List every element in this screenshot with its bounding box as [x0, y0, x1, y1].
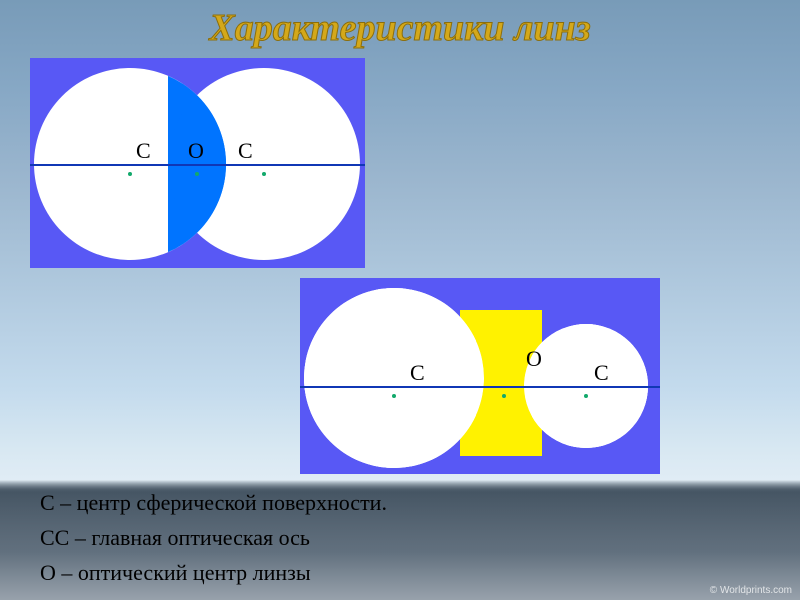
d2-label-o: O: [526, 346, 542, 372]
d1-label-c-right: C: [238, 138, 253, 164]
legend-line-1: С – центр сферической поверхности.: [40, 490, 387, 516]
d1-tick-right: [262, 172, 266, 176]
d2-tick-right: [584, 394, 588, 398]
d2-label-c-right: C: [594, 360, 609, 386]
page-title: Характеристики линз: [209, 6, 590, 50]
watermark: © Worldprints.com: [710, 585, 792, 596]
d2-axis: [300, 386, 660, 388]
d1-label-c-left: C: [136, 138, 151, 164]
d2-tick-left: [392, 394, 396, 398]
d2-label-c-left: C: [410, 360, 425, 386]
d1-label-o: O: [188, 138, 204, 164]
diagram-convex-lens: C O C: [30, 58, 365, 268]
d1-tick-left: [128, 172, 132, 176]
legend-line-3: О – оптический центр линзы: [40, 560, 311, 586]
d1-axis: [30, 164, 365, 166]
legend-line-2: СС – главная оптическая ось: [40, 525, 310, 551]
d2-tick-center: [502, 394, 506, 398]
d1-tick-center: [195, 172, 199, 176]
diagram-concave-lens: C O C: [300, 278, 660, 474]
